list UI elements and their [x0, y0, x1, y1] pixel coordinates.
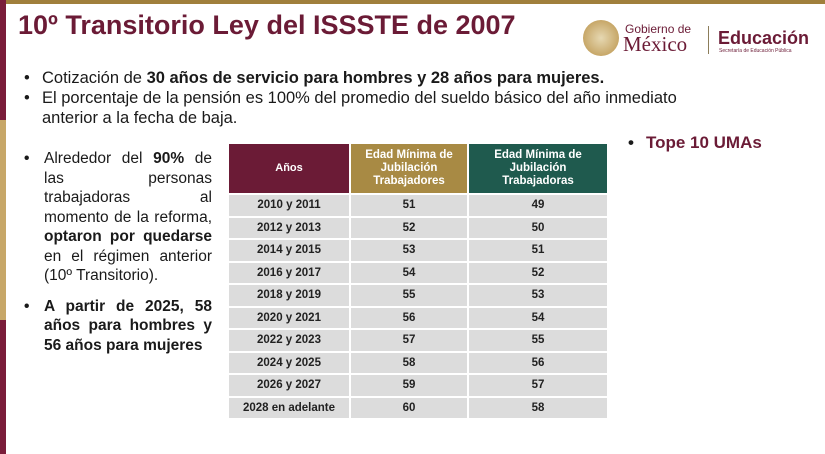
gobierno-label: Gobierno de: [625, 22, 692, 36]
cell-women: 56: [469, 352, 607, 373]
top-accent-bar: [0, 0, 825, 4]
cell-years: 2022 y 2023: [229, 330, 349, 351]
cell-women: 54: [469, 307, 607, 328]
educacion-subtitle: Secretaría de Educación Pública: [719, 48, 792, 54]
header-men: Edad Mínima de Jubilación Trabajadores: [351, 144, 467, 193]
cell-years: 2014 y 2015: [229, 240, 349, 261]
cell-years: 2028 en adelante: [229, 397, 349, 418]
cell-years: 2024 y 2025: [229, 352, 349, 373]
bullet-alrededor: Alrededor del 90% de las personas trabaj…: [22, 149, 212, 286]
table-row: 2022 y 2023 57 55: [229, 330, 607, 351]
bullet-porcentaje: El porcentaje de la pensión es 100% del …: [22, 88, 712, 128]
cell-men: 51: [351, 195, 467, 216]
mexico-label: México: [623, 32, 688, 56]
cell-women: 53: [469, 285, 607, 306]
cell-women: 55: [469, 330, 607, 351]
cell-years: 2016 y 2017: [229, 262, 349, 283]
table-header-row: Años Edad Mínima de Jubilación Trabajado…: [229, 144, 607, 193]
table-row: 2012 y 2013 52 50: [229, 217, 607, 238]
cell-women: 50: [469, 217, 607, 238]
cell-men: 57: [351, 330, 467, 351]
gobierno-mexico-logo: Gobierno de México: [583, 20, 703, 58]
table-row: 2010 y 2011 51 49: [229, 195, 607, 216]
cell-women: 51: [469, 240, 607, 261]
cell-years: 2018 y 2019: [229, 285, 349, 306]
cell-men: 60: [351, 397, 467, 418]
cell-years: 2020 y 2021: [229, 307, 349, 328]
cell-men: 58: [351, 352, 467, 373]
bullet-a-partir: A partir de 2025, 58 años para hombres y…: [22, 297, 212, 356]
table-row: 2018 y 2019 55 53: [229, 285, 607, 306]
table-row: 2020 y 2021 56 54: [229, 307, 607, 328]
cell-men: 53: [351, 240, 467, 261]
left-bullet-list: Alrededor del 90% de las personas trabaj…: [22, 149, 212, 355]
table-row: 2014 y 2015 53 51: [229, 240, 607, 261]
tope-umas: Tope 10 UMAs: [628, 133, 762, 153]
cell-men: 52: [351, 217, 467, 238]
cell-years: 2026 y 2027: [229, 375, 349, 396]
retirement-age-table: Años Edad Mínima de Jubilación Trabajado…: [227, 142, 609, 420]
cell-women: 58: [469, 397, 607, 418]
cell-men: 55: [351, 285, 467, 306]
cell-women: 49: [469, 195, 607, 216]
cell-men: 59: [351, 375, 467, 396]
bullet-cotizacion: Cotización de 30 años de servicio para h…: [22, 68, 712, 88]
cell-men: 54: [351, 262, 467, 283]
cell-years: 2010 y 2011: [229, 195, 349, 216]
table-row: 2026 y 2027 59 57: [229, 375, 607, 396]
educacion-logo: Educación: [718, 28, 810, 48]
cell-women: 57: [469, 375, 607, 396]
top-bullet-list: Cotización de 30 años de servicio para h…: [22, 68, 712, 128]
left-accent-bar: [0, 0, 6, 454]
table-row: 2024 y 2025 58 56: [229, 352, 607, 373]
cell-men: 56: [351, 307, 467, 328]
header-years: Años: [229, 144, 349, 193]
cell-women: 52: [469, 262, 607, 283]
cell-years: 2012 y 2013: [229, 217, 349, 238]
header-women: Edad Mínima de Jubilación Trabajadoras: [469, 144, 607, 193]
national-seal-icon: [583, 20, 619, 56]
page-title: 10º Transitorio Ley del ISSSTE de 2007: [18, 10, 516, 40]
logo-divider: [708, 26, 709, 54]
table-row: 2028 en adelante 60 58: [229, 397, 607, 418]
table-row: 2016 y 2017 54 52: [229, 262, 607, 283]
